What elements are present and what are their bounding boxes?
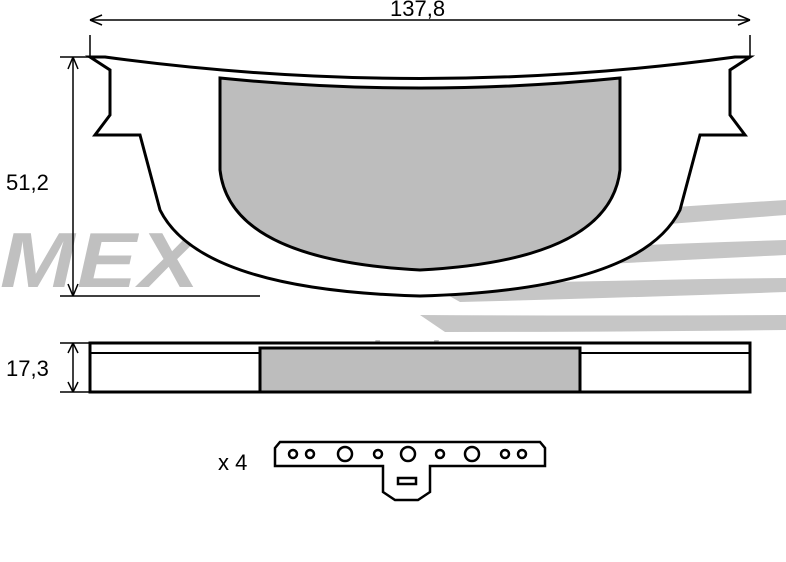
label-thickness: 17,3 [6,356,49,382]
clip-view [275,442,545,500]
friction-pad [220,78,620,270]
side-view [90,343,750,392]
label-qty: x 4 [218,450,247,476]
label-width: 137,8 [390,0,445,22]
front-view [90,57,750,296]
diagram-canvas: MEX brakes [0,0,786,562]
label-height: 51,2 [6,170,49,196]
drawing-layer [0,0,786,562]
